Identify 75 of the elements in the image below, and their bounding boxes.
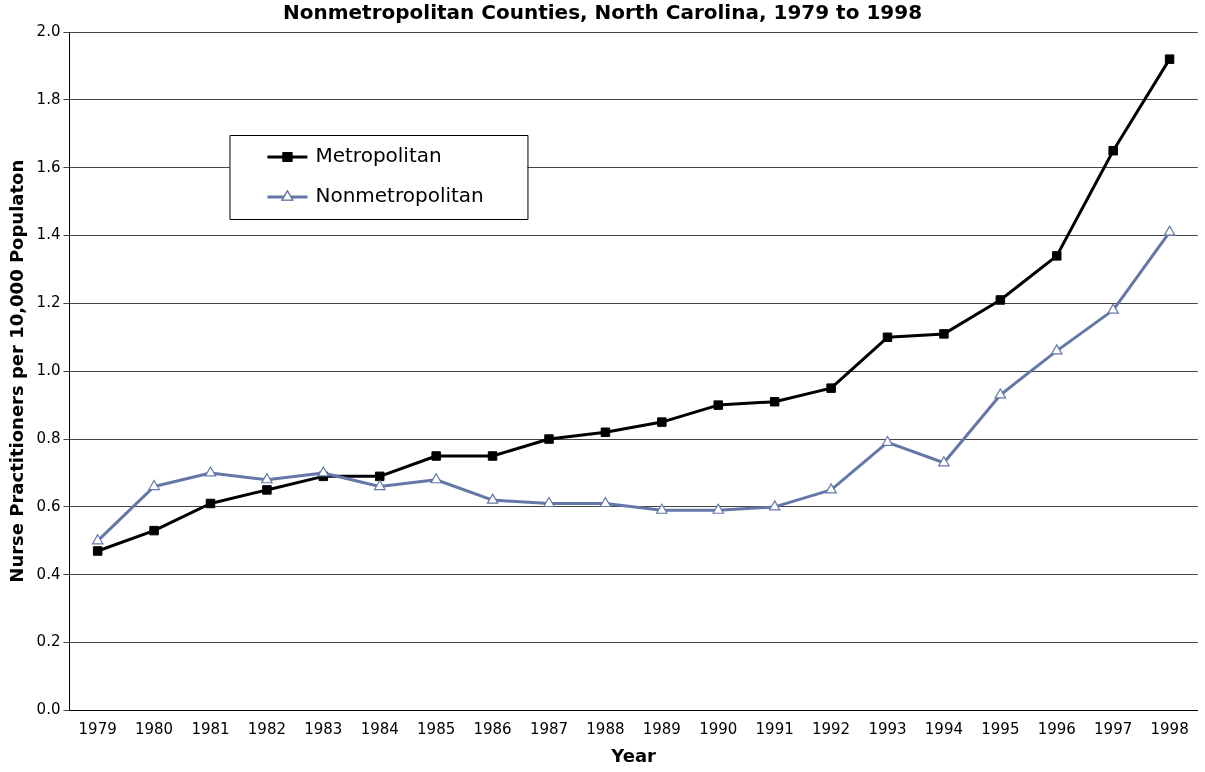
- y-tick-label: 1.0: [36, 361, 61, 380]
- y-tick-label: 0.4: [36, 564, 61, 583]
- point: [205, 498, 216, 509]
- x-tick-label: 1980: [134, 720, 174, 739]
- x-tick-label: 1987: [529, 720, 569, 739]
- x-tick-label: 1983: [304, 720, 343, 739]
- x-tick-label: 1998: [1150, 720, 1189, 739]
- y-tick-label: 0.8: [36, 428, 61, 447]
- x-tick-label: 1981: [191, 720, 230, 739]
- x-tick-label: 1989: [642, 720, 681, 739]
- y-tick-label: 1.8: [36, 89, 61, 108]
- x-axis-title: Year: [610, 744, 657, 766]
- point: [148, 479, 160, 491]
- point: [994, 388, 1007, 399]
- point: [713, 400, 723, 410]
- point: [375, 471, 385, 482]
- x-tick-label: 1991: [755, 720, 794, 739]
- point: [599, 496, 612, 508]
- point: [487, 451, 498, 461]
- point: [938, 456, 950, 467]
- point: [204, 466, 217, 477]
- x-tick-label: 1997: [1094, 720, 1133, 739]
- point: [430, 473, 442, 484]
- point: [1107, 303, 1119, 314]
- x-tick-label: 1994: [924, 720, 964, 739]
- point: [769, 396, 780, 407]
- y-tick-label: 0.0: [36, 700, 61, 719]
- point: [939, 329, 949, 339]
- x-tick-label: 1988: [586, 720, 625, 739]
- x-tick-label: 1982: [247, 720, 287, 739]
- x-tick-label: 1984: [360, 720, 399, 739]
- point: [768, 500, 781, 511]
- point: [1052, 251, 1062, 261]
- point: [1164, 54, 1175, 64]
- point: [486, 493, 499, 504]
- point: [1163, 225, 1176, 236]
- point: [825, 483, 837, 494]
- point: [1108, 145, 1118, 156]
- y-tick-label: 0.2: [36, 632, 61, 651]
- chart-title: Nonmetropolitan Counties, North Carolina, 1979 to 1998: [282, 0, 923, 25]
- point: [92, 546, 103, 556]
- point: [91, 534, 104, 545]
- y-tick-label: 2.0: [36, 21, 61, 40]
- x-tick-label: 1979: [78, 720, 117, 739]
- y-tick-label: 1.6: [36, 157, 61, 176]
- point: [149, 525, 159, 536]
- x-tick-label: 1996: [1037, 720, 1076, 739]
- x-tick-label: 1992: [811, 720, 851, 739]
- y-tick-label: 1.4: [36, 225, 61, 244]
- legend-label: Metropolitan: [315, 143, 442, 168]
- point: [1050, 344, 1063, 355]
- point: [656, 503, 668, 514]
- x-tick-label: 1995: [981, 720, 1020, 739]
- y-axis-title: Nurse Practitioners per 10,000 Populaton: [6, 159, 28, 583]
- x-tick-label: 1985: [417, 720, 456, 739]
- point: [600, 427, 611, 437]
- point: [712, 503, 725, 514]
- point: [657, 417, 667, 427]
- point: [882, 332, 893, 343]
- x-tick-label: 1990: [699, 720, 738, 739]
- point: [373, 479, 386, 491]
- point: [881, 435, 894, 447]
- point: [544, 434, 554, 444]
- point: [995, 295, 1006, 305]
- point: [543, 496, 555, 508]
- legend-label: Nonmetropolitan: [315, 183, 484, 208]
- point: [261, 473, 273, 484]
- point: [431, 451, 441, 461]
- point: [262, 485, 272, 495]
- point: [317, 466, 330, 477]
- y-tick-label: 0.6: [36, 496, 61, 515]
- y-tick-label: 1.2: [36, 293, 61, 312]
- x-tick-label: 1993: [868, 720, 907, 739]
- point: [826, 383, 836, 393]
- x-tick-label: 1986: [473, 720, 512, 739]
